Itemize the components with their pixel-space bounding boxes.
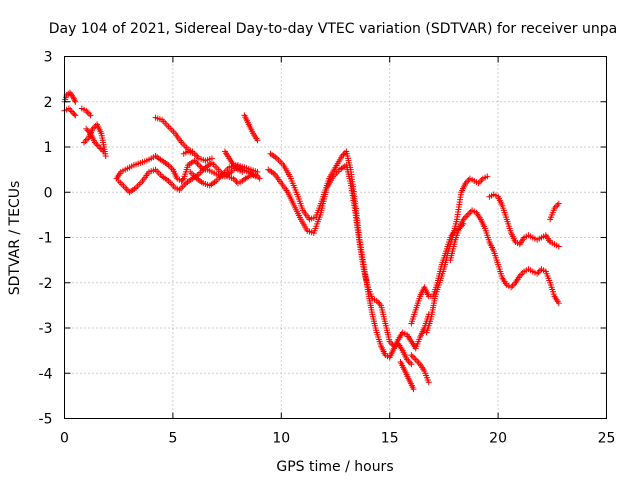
data-point: [425, 379, 432, 386]
data-point: [102, 153, 109, 160]
x-tick-label: 10: [272, 431, 290, 447]
data-point: [408, 361, 415, 368]
data-point: [254, 168, 261, 175]
y-tick-label: -2: [39, 276, 53, 292]
data-point: [555, 243, 562, 250]
series-track-5: [83, 125, 107, 155]
series-track-3: [78, 105, 94, 119]
y-tick-label: 2: [44, 95, 53, 111]
series-track-9: [180, 148, 215, 164]
data-point: [239, 168, 246, 175]
data-point: [254, 137, 261, 144]
series-track-15: [397, 358, 417, 393]
x-axis-label: GPS time / hours: [276, 459, 393, 475]
series-track-21: [547, 200, 562, 223]
data-point: [71, 111, 78, 118]
chart-title: Day 104 of 2021, Sidereal Day-to-day VTE…: [49, 21, 617, 37]
data-point: [87, 112, 94, 119]
series-track-11: [221, 148, 246, 175]
y-tick-label: -4: [39, 366, 53, 382]
data-point: [72, 98, 79, 105]
y-tick-label: -5: [39, 412, 53, 428]
y-tick-label: 0: [44, 185, 53, 201]
x-tick-label: 5: [168, 431, 177, 447]
grid: [64, 56, 607, 419]
y-tick-label: -1: [39, 231, 53, 247]
data-point: [256, 175, 263, 182]
series-track-19: [447, 207, 562, 307]
series-track-1: [61, 89, 79, 105]
data-point: [555, 200, 562, 207]
y-axis-label: SDTVAR / TECUs: [7, 181, 23, 296]
series-track-16: [408, 352, 432, 386]
data-point: [72, 112, 79, 119]
x-tick-label: 25: [598, 431, 616, 447]
series-track-18: [423, 173, 491, 336]
series-track-20: [486, 191, 562, 250]
series-track-12: [241, 112, 261, 144]
data-point: [208, 155, 215, 162]
data-point: [410, 386, 417, 393]
data-points: [61, 89, 562, 393]
x-tick-label: 15: [381, 431, 399, 447]
axis-ticks: 0 5 10 15 20 25 -5 -4 -3 -2 -1 0 1 2 3: [39, 50, 616, 447]
y-tick-label: 3: [44, 50, 53, 66]
x-tick-label: 0: [60, 431, 69, 447]
x-tick-label: 20: [489, 431, 507, 447]
data-point: [484, 173, 491, 180]
y-tick-label: 1: [44, 140, 53, 156]
data-point: [179, 176, 186, 183]
data-point: [100, 148, 107, 155]
data-point: [252, 173, 259, 180]
data-point: [555, 300, 562, 307]
y-tick-label: -3: [39, 321, 53, 337]
